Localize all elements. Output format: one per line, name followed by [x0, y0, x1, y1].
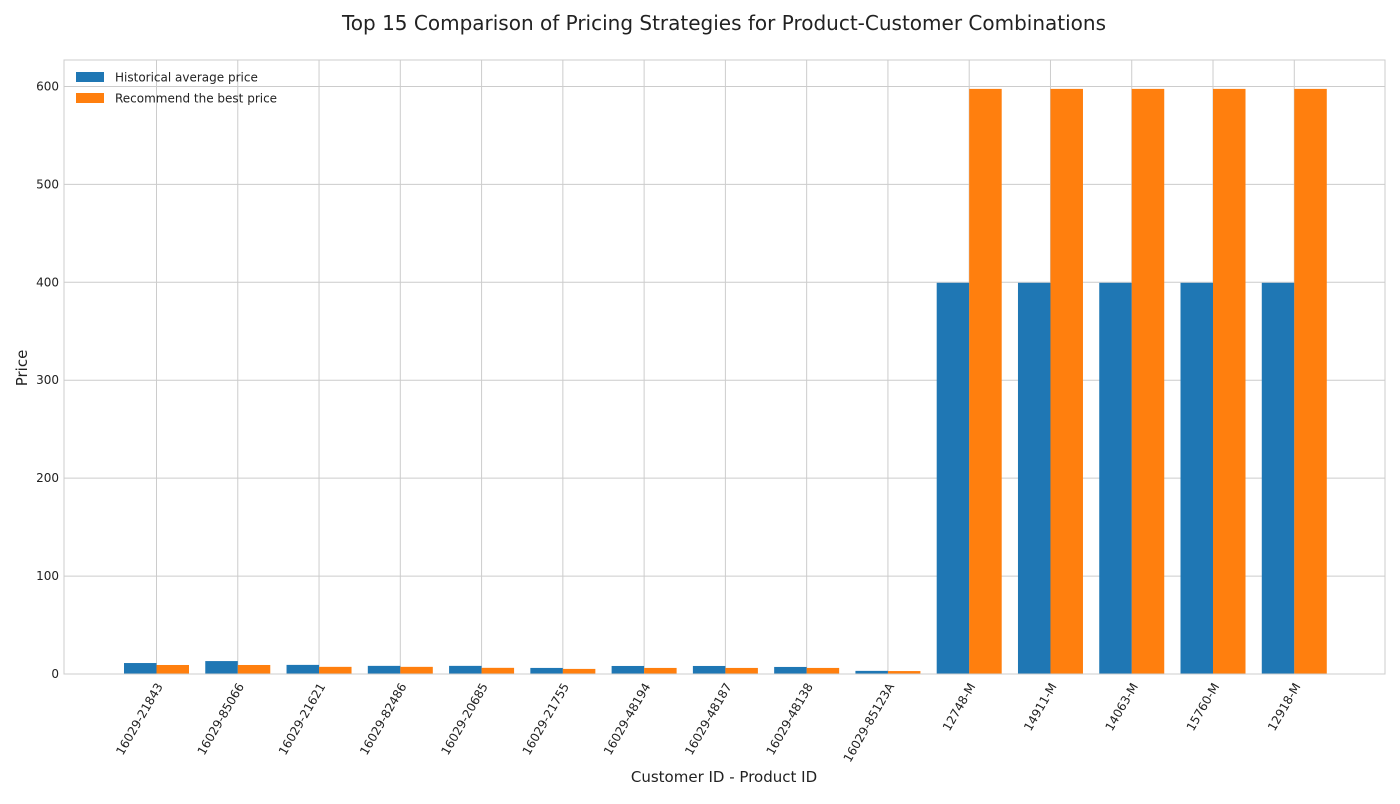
bar-recommended-14911-M [1050, 88, 1083, 674]
legend-swatch [76, 93, 104, 103]
bar-historical-16029-21621 [286, 664, 320, 674]
y-axis-label: Price [13, 350, 31, 387]
plot-area: 0 100 200 300 400 500 600 16029-21843 16029-8506… [36, 59, 1386, 765]
y-tick-label: 300 [36, 373, 59, 387]
bar-historical-12918-M [1261, 282, 1295, 674]
x-tick-label: 15760-M [1184, 681, 1223, 734]
bar-historical-16029-48187 [692, 665, 726, 674]
x-tick-label: 16029-20685 [438, 681, 490, 758]
bar-historical-16029-20685 [449, 665, 482, 674]
y-tick-label: 0 [51, 667, 59, 681]
x-tick-label: 12748-M [940, 681, 979, 734]
y-tick-label: 600 [36, 79, 59, 93]
bar-historical-16029-21843 [124, 663, 157, 674]
bar-recommended-16029-85123A [887, 671, 921, 674]
bar-recommended-16029-82486 [400, 666, 433, 674]
x-tick-label: 14911-M [1021, 681, 1060, 734]
bar-historical-12748-M [936, 282, 970, 674]
legend-label: Recommend the best price [115, 92, 277, 106]
bar-historical-16029-21755 [530, 667, 563, 674]
x-tick-label: 12918-M [1265, 681, 1304, 734]
x-tick-label: 16029-48187 [682, 681, 734, 758]
bar-recommended-16029-21755 [562, 668, 596, 674]
x-tick-label: 16029-21755 [520, 681, 572, 758]
x-tick-label: 16029-48194 [601, 681, 653, 758]
bar-historical-16029-48138 [774, 666, 807, 674]
x-tick-label: 16029-21843 [113, 681, 165, 758]
x-tick-label: 16029-85066 [195, 681, 247, 758]
bar-historical-16029-82486 [367, 665, 401, 674]
bar-historical-14911-M [1017, 282, 1051, 674]
x-tick-label: 16029-85123A [841, 680, 898, 765]
y-tick-label: 500 [36, 177, 59, 191]
bar-recommended-15760-M [1213, 88, 1246, 674]
bar-historical-16029-48194 [611, 665, 645, 674]
x-tick-label: 16029-82486 [357, 681, 409, 758]
bar-historical-16029-85123A [855, 670, 888, 674]
legend-label: Historical average price [115, 71, 258, 85]
x-tick-label: 16029-48138 [763, 681, 815, 758]
y-tick-label: 100 [36, 569, 59, 583]
bar-recommended-12918-M [1294, 88, 1327, 674]
legend: Historical average price Recommend the be… [76, 71, 277, 106]
legend-swatch [76, 72, 104, 82]
bar-recommended-16029-21843 [156, 664, 189, 674]
bar-recommended-16029-85066 [237, 664, 271, 674]
bar-recommended-14063-M [1131, 88, 1165, 674]
bar-historical-15760-M [1180, 282, 1214, 674]
bar-recommended-16029-48138 [806, 667, 840, 674]
y-tick-label: 200 [36, 471, 59, 485]
plot-frame [63, 59, 1386, 675]
x-axis-label: Customer ID - Product ID [631, 768, 817, 786]
bar-historical-14063-M [1099, 282, 1132, 674]
bar-recommended-16029-48194 [644, 667, 677, 674]
bar-historical-16029-85066 [205, 661, 238, 674]
chart-title: Top 15 Comparison of Pricing Strategies … [341, 11, 1106, 35]
bar-recommended-16029-20685 [481, 667, 515, 674]
bar-recommended-12748-M [969, 88, 1002, 674]
bar-recommended-16029-21621 [319, 666, 352, 674]
bar-recommended-16029-48187 [725, 667, 758, 674]
x-tick-label: 16029-21621 [276, 681, 328, 758]
y-tick-label: 400 [36, 275, 59, 289]
x-tick-label: 14063-M [1102, 681, 1141, 734]
